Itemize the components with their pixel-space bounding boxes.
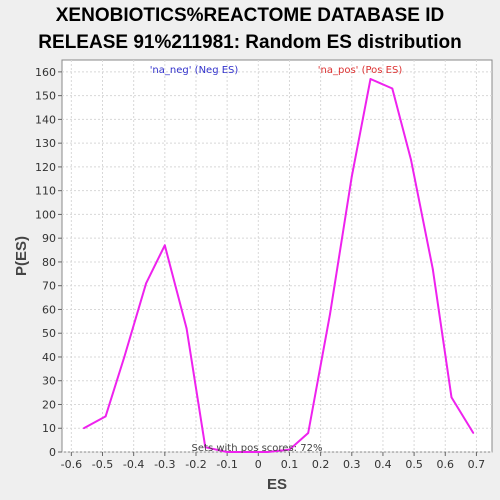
grid-lines [62, 60, 492, 453]
plot-area [61, 59, 493, 453]
data-point [266, 451, 269, 453]
x-tick-label: -0.6 [61, 458, 82, 471]
y-tick-label: 90 [42, 232, 56, 245]
series-line [83, 78, 475, 453]
y-tick-label: 10 [42, 422, 56, 435]
data-point [391, 87, 394, 90]
data-point [123, 356, 126, 358]
y-tick-label: 30 [42, 375, 56, 388]
data-point [329, 313, 331, 316]
data-point [410, 158, 412, 161]
axis-ticks: -0.6 -0.5 -0.4 -0.3 -0.2 -0.1 0 0.1 0.2 0.3 0.4 0.5… [35, 66, 485, 471]
y-tick-label: 160 [35, 66, 56, 79]
data-point [82, 427, 85, 430]
x-tick-label: 0.6 [437, 458, 455, 471]
chart-title-line-1: XENOBIOTICS%REACTOME DATABASE ID [56, 5, 444, 26]
x-tick-label: 0.1 [281, 458, 299, 471]
x-tick-label: -0.5 [92, 458, 113, 471]
data-point [369, 78, 372, 80]
y-tick-label: 50 [42, 327, 56, 340]
x-tick-label: -0.2 [185, 458, 206, 471]
data-point [350, 175, 353, 178]
data-point [226, 451, 229, 453]
y-tick-label: 140 [35, 113, 56, 126]
y-tick-label: 20 [42, 398, 56, 411]
x-tick-label: 0.2 [312, 458, 330, 471]
pos-scores-footnote: Sets with pos scores: 72% [192, 443, 323, 454]
series-line-layer [82, 78, 475, 453]
y-tick-label: 70 [42, 280, 56, 293]
data-point [307, 432, 310, 434]
y-tick-label: 60 [42, 303, 56, 316]
y-tick-label: 110 [35, 185, 56, 198]
y-tick-label: 130 [35, 137, 56, 150]
y-tick-label: 120 [35, 161, 56, 174]
y-tick-label: 0 [49, 446, 56, 459]
data-point [244, 451, 247, 453]
x-axis-title: ES [267, 476, 287, 493]
data-point [163, 244, 166, 247]
x-tick-label: -0.4 [123, 458, 144, 471]
x-tick-label: 0.5 [405, 458, 423, 471]
data-point [204, 446, 207, 449]
x-tick-label: 0.4 [374, 458, 392, 471]
y-axis-title: P(ES) [13, 236, 30, 276]
data-point [288, 448, 291, 451]
data-point [145, 282, 148, 285]
data-point [104, 415, 107, 418]
x-tick-label: -0.3 [154, 458, 175, 471]
x-tick-label: -0.1 [216, 458, 237, 471]
pos-es-annotation: 'na_pos' (Pos ES) [318, 65, 403, 76]
neg-es-annotation: 'na_neg' (Neg ES) [150, 65, 239, 76]
data-point [185, 327, 188, 330]
y-tick-label: 80 [42, 256, 56, 269]
chart-title-line-2: RELEASE 91%211981: Random ES distributio… [38, 32, 461, 53]
data-point [450, 396, 453, 399]
x-tick-label: 0.7 [468, 458, 486, 471]
y-tick-label: 40 [42, 351, 56, 364]
x-tick-label: 0 [255, 458, 262, 471]
y-tick-label: 150 [35, 90, 56, 103]
x-tick-label: 0.3 [343, 458, 361, 471]
data-point [472, 432, 475, 434]
data-point [431, 268, 434, 270]
y-tick-label: 100 [35, 208, 56, 221]
